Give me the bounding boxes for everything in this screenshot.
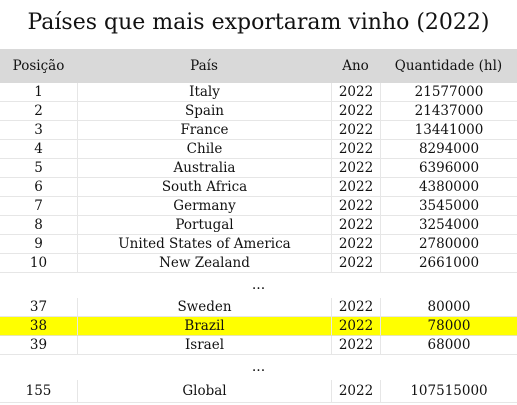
cell-pais: Global	[77, 380, 331, 402]
cell-posicao: 7	[34, 198, 43, 214]
ellipsis-row: ...	[0, 355, 517, 380]
ellipsis-text: ...	[251, 359, 266, 375]
table-row: 6 South Africa 2022 4380000	[0, 178, 517, 197]
cell-quantidade: 3254000	[380, 216, 517, 234]
cell-posicao: 2	[34, 103, 43, 119]
cell-pais: Italy	[77, 83, 331, 101]
table-row: 10 New Zealand 2022 2661000	[0, 254, 517, 273]
cell-ano: 2022	[331, 336, 380, 354]
cell-posicao: 39	[29, 337, 48, 353]
cell-ano: 2022	[331, 140, 380, 158]
cell-quantidade: 2661000	[380, 254, 517, 272]
cell-posicao: 9	[34, 236, 43, 252]
table-row: 4 Chile 2022 8294000	[0, 140, 517, 159]
header-posicao: Posição	[12, 58, 65, 74]
header-quantidade: Quantidade (hl)	[394, 58, 503, 74]
export-table: Posição País Ano Quantidade (hl) 1 Italy…	[0, 49, 517, 403]
table-row: 3 France 2022 13441000	[0, 121, 517, 140]
cell-pais: Brazil	[77, 317, 331, 335]
table-row: 2 Spain 2022 21437000	[0, 102, 517, 121]
cell-posicao: 5	[34, 160, 43, 176]
cell-posicao: 37	[29, 299, 48, 315]
table-row: 37 Sweden 2022 80000	[0, 298, 517, 317]
cell-posicao: 3	[34, 122, 43, 138]
cell-quantidade: 78000	[380, 317, 517, 335]
cell-ano: 2022	[331, 159, 380, 177]
cell-posicao: 8	[34, 217, 43, 233]
table-row: 1 Italy 2022 21577000	[0, 83, 517, 102]
cell-posicao: 6	[34, 179, 43, 195]
cell-posicao: 1	[34, 84, 43, 100]
table-row: 8 Portugal 2022 3254000	[0, 216, 517, 235]
cell-ano: 2022	[331, 178, 380, 196]
cell-pais: Spain	[77, 102, 331, 120]
cell-ano: 2022	[331, 121, 380, 139]
table-row: 9 United States of America 2022 2780000	[0, 235, 517, 254]
cell-pais: Portugal	[77, 216, 331, 234]
table-row-highlighted: 38 Brazil 2022 78000	[0, 317, 517, 336]
cell-quantidade: 21437000	[380, 102, 517, 120]
cell-ano: 2022	[331, 83, 380, 101]
cell-ano: 2022	[331, 317, 380, 335]
cell-pais: South Africa	[77, 178, 331, 196]
cell-ano: 2022	[331, 216, 380, 234]
table-row: 7 Germany 2022 3545000	[0, 197, 517, 216]
cell-pais: Germany	[77, 197, 331, 215]
table-row: 39 Israel 2022 68000	[0, 336, 517, 355]
cell-quantidade: 107515000	[380, 380, 517, 402]
cell-pais: New Zealand	[77, 254, 331, 272]
cell-quantidade: 68000	[380, 336, 517, 354]
header-ano: Ano	[342, 58, 369, 74]
cell-quantidade: 80000	[380, 298, 517, 316]
table-header: Posição País Ano Quantidade (hl)	[0, 49, 517, 83]
cell-ano: 2022	[331, 235, 380, 253]
page-title: Países que mais exportaram vinho (2022)	[27, 10, 490, 35]
cell-ano: 2022	[331, 102, 380, 120]
cell-quantidade: 4380000	[380, 178, 517, 196]
cell-quantidade: 6396000	[380, 159, 517, 177]
cell-pais: Chile	[77, 140, 331, 158]
cell-ano: 2022	[331, 197, 380, 215]
cell-posicao: 10	[29, 255, 48, 271]
header-pais: País	[190, 58, 218, 74]
table-row: 5 Australia 2022 6396000	[0, 159, 517, 178]
cell-quantidade: 3545000	[380, 197, 517, 215]
table-row-global: 155 Global 2022 107515000	[0, 380, 517, 403]
cell-ano: 2022	[331, 254, 380, 272]
cell-pais: Australia	[77, 159, 331, 177]
cell-ano: 2022	[331, 298, 380, 316]
cell-posicao: 4	[34, 141, 43, 157]
cell-pais: Israel	[77, 336, 331, 354]
cell-quantidade: 21577000	[380, 83, 517, 101]
cell-posicao: 38	[29, 318, 48, 334]
cell-quantidade: 2780000	[380, 235, 517, 253]
ellipsis-row: ...	[0, 273, 517, 298]
cell-quantidade: 13441000	[380, 121, 517, 139]
cell-pais: United States of America	[77, 235, 331, 253]
cell-ano: 2022	[331, 380, 380, 402]
cell-quantidade: 8294000	[380, 140, 517, 158]
cell-pais: Sweden	[77, 298, 331, 316]
ellipsis-text: ...	[251, 277, 266, 293]
cell-pais: France	[77, 121, 331, 139]
cell-posicao: 155	[25, 383, 52, 399]
